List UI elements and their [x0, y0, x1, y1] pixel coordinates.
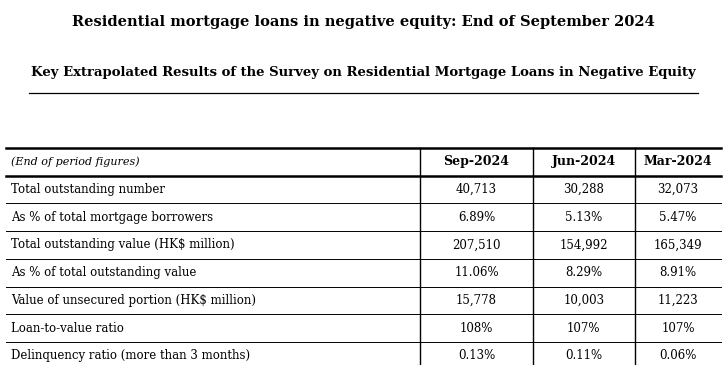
Text: 11,223: 11,223 [657, 294, 699, 307]
Text: 207,510: 207,510 [452, 238, 501, 251]
Text: 154,992: 154,992 [560, 238, 608, 251]
Text: 107%: 107% [567, 322, 601, 335]
Text: Mar-2024: Mar-2024 [643, 155, 712, 168]
Text: Total outstanding value (HK$ million): Total outstanding value (HK$ million) [11, 238, 235, 251]
Text: Total outstanding number: Total outstanding number [11, 183, 165, 196]
Text: Residential mortgage loans in negative equity: End of September 2024: Residential mortgage loans in negative e… [72, 15, 655, 28]
Text: 10,003: 10,003 [563, 294, 604, 307]
Text: 5.13%: 5.13% [565, 211, 603, 224]
Text: 0.06%: 0.06% [659, 349, 696, 362]
Text: 108%: 108% [460, 322, 493, 335]
Text: 8.29%: 8.29% [565, 266, 603, 279]
Text: 32,073: 32,073 [657, 183, 699, 196]
Text: 40,713: 40,713 [456, 183, 497, 196]
Text: Jun-2024: Jun-2024 [552, 155, 616, 168]
Text: 107%: 107% [661, 322, 695, 335]
Text: 6.89%: 6.89% [458, 211, 495, 224]
Text: 5.47%: 5.47% [659, 211, 696, 224]
Text: (End of period figures): (End of period figures) [11, 157, 140, 167]
Text: 165,349: 165,349 [654, 238, 702, 251]
Text: Delinquency ratio (more than 3 months): Delinquency ratio (more than 3 months) [11, 349, 250, 362]
Text: Value of unsecured portion (HK$ million): Value of unsecured portion (HK$ million) [11, 294, 256, 307]
Text: 0.13%: 0.13% [458, 349, 495, 362]
Text: As % of total outstanding value: As % of total outstanding value [11, 266, 196, 279]
Text: Key Extrapolated Results of the Survey on Residential Mortgage Loans in Negative: Key Extrapolated Results of the Survey o… [31, 66, 696, 79]
Text: 11.06%: 11.06% [454, 266, 499, 279]
Text: 8.91%: 8.91% [659, 266, 696, 279]
Text: 0.11%: 0.11% [565, 349, 603, 362]
Text: 30,288: 30,288 [563, 183, 604, 196]
Text: 15,778: 15,778 [456, 294, 497, 307]
Text: Loan-to-value ratio: Loan-to-value ratio [11, 322, 124, 335]
Text: As % of total mortgage borrowers: As % of total mortgage borrowers [11, 211, 213, 224]
Text: Sep-2024: Sep-2024 [443, 155, 510, 168]
